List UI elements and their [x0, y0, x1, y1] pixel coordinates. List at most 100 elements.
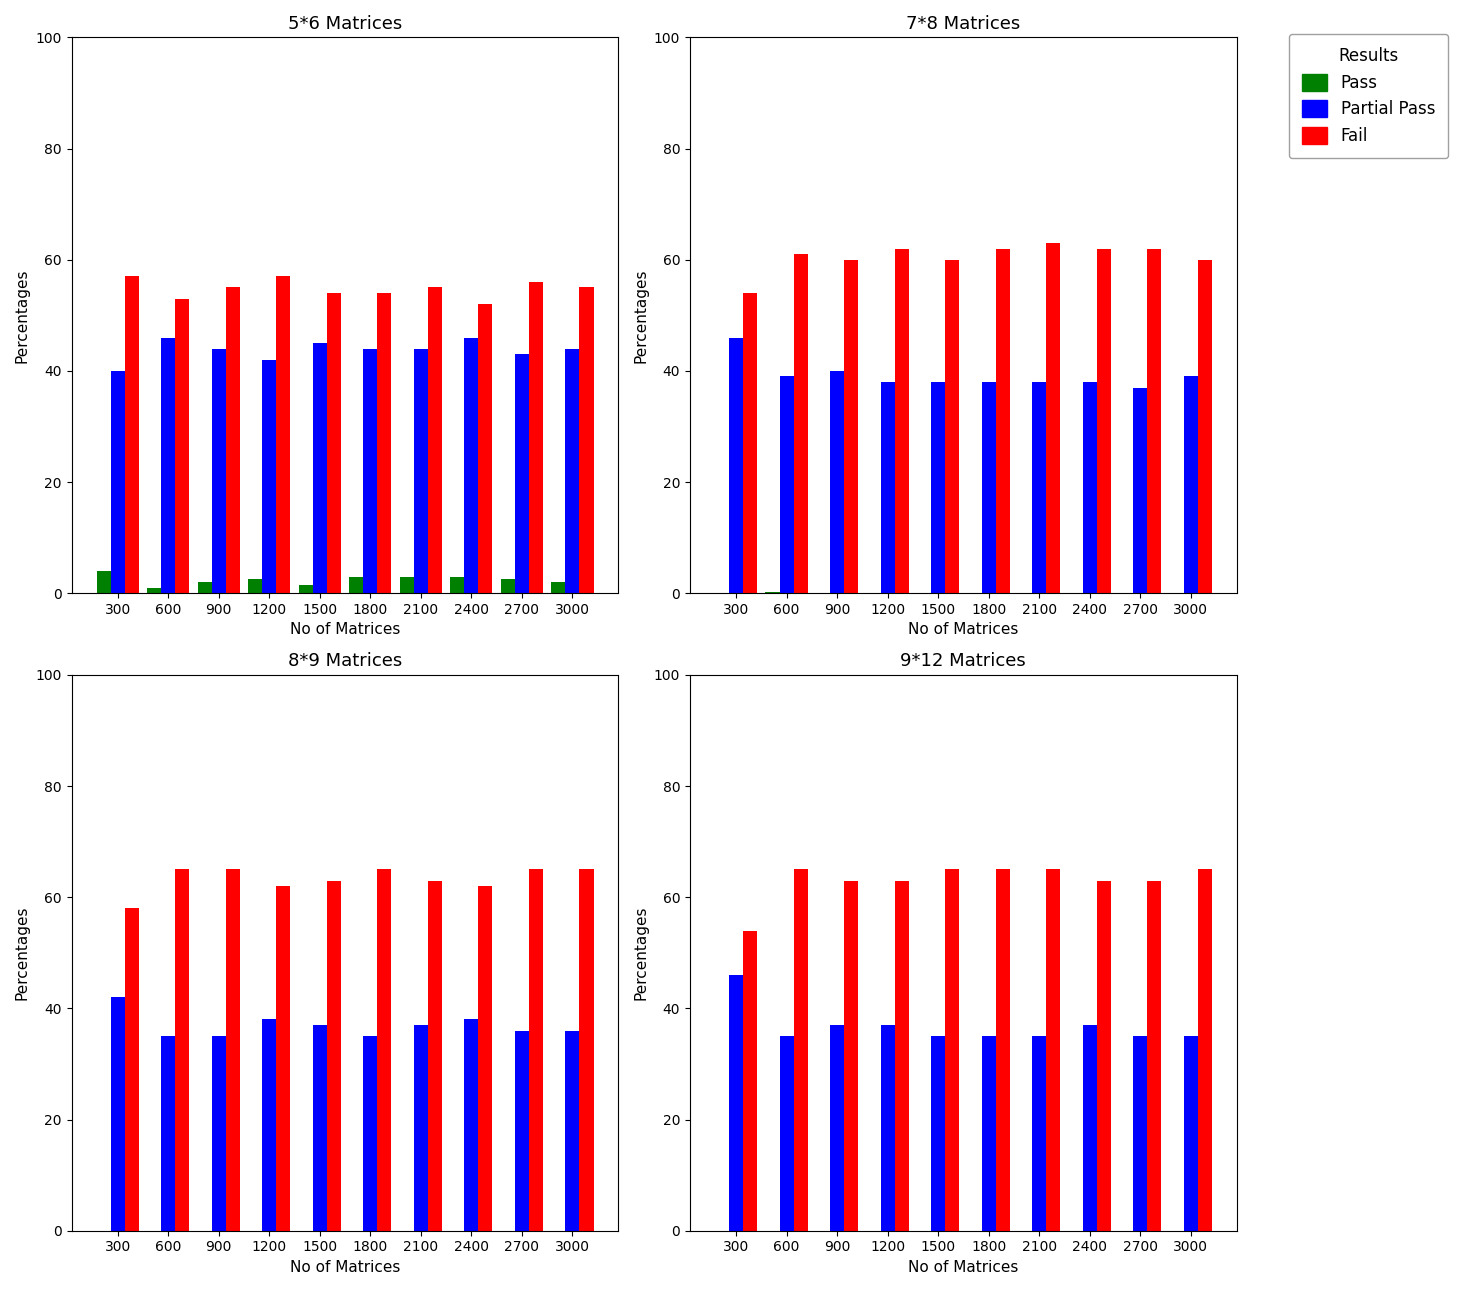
- Bar: [766, 592, 779, 593]
- Bar: [299, 584, 313, 593]
- Bar: [124, 908, 139, 1231]
- Bar: [427, 881, 442, 1231]
- Bar: [378, 869, 391, 1231]
- Bar: [580, 869, 593, 1231]
- Title: 9*12 Matrices: 9*12 Matrices: [900, 653, 1026, 671]
- Bar: [247, 579, 262, 593]
- Bar: [427, 288, 442, 593]
- Y-axis label: Percentages: Percentages: [15, 268, 29, 362]
- Bar: [946, 259, 959, 593]
- Bar: [111, 997, 124, 1231]
- Bar: [1032, 382, 1047, 593]
- Bar: [97, 571, 111, 593]
- Bar: [414, 348, 427, 593]
- Bar: [313, 1026, 326, 1231]
- Bar: [326, 293, 341, 593]
- Bar: [946, 869, 959, 1231]
- Bar: [378, 293, 391, 593]
- Bar: [1032, 1036, 1047, 1231]
- Bar: [277, 886, 290, 1231]
- Bar: [161, 338, 176, 593]
- Bar: [501, 579, 515, 593]
- Bar: [744, 293, 757, 593]
- Bar: [1047, 243, 1060, 593]
- Bar: [845, 881, 858, 1231]
- Bar: [830, 1026, 845, 1231]
- Bar: [1133, 387, 1148, 593]
- Bar: [880, 382, 895, 593]
- Bar: [124, 276, 139, 593]
- Bar: [580, 288, 593, 593]
- Bar: [529, 869, 543, 1231]
- Bar: [515, 355, 529, 593]
- Bar: [464, 338, 479, 593]
- Legend: Pass, Partial Pass, Fail: Pass, Partial Pass, Fail: [1288, 34, 1448, 159]
- Bar: [212, 348, 225, 593]
- Bar: [1097, 249, 1111, 593]
- Bar: [414, 1026, 427, 1231]
- Bar: [464, 1019, 479, 1231]
- Bar: [565, 348, 580, 593]
- Bar: [161, 1036, 176, 1231]
- Bar: [744, 930, 757, 1231]
- Bar: [729, 975, 744, 1231]
- X-axis label: No of Matrices: No of Matrices: [908, 1260, 1019, 1275]
- Bar: [981, 382, 996, 593]
- Bar: [479, 886, 492, 1231]
- Bar: [111, 370, 124, 593]
- Bar: [1133, 1036, 1148, 1231]
- Bar: [348, 577, 363, 593]
- Y-axis label: Percentages: Percentages: [15, 906, 29, 1000]
- Bar: [363, 348, 378, 593]
- Bar: [895, 249, 909, 593]
- Bar: [176, 298, 189, 593]
- Bar: [1148, 881, 1161, 1231]
- Bar: [400, 577, 414, 593]
- Bar: [262, 1019, 277, 1231]
- Bar: [225, 869, 240, 1231]
- Bar: [1198, 259, 1212, 593]
- Bar: [326, 881, 341, 1231]
- X-axis label: No of Matrices: No of Matrices: [908, 623, 1019, 637]
- Bar: [1198, 869, 1212, 1231]
- X-axis label: No of Matrices: No of Matrices: [290, 623, 400, 637]
- X-axis label: No of Matrices: No of Matrices: [290, 1260, 400, 1275]
- Bar: [313, 343, 326, 593]
- Bar: [1183, 377, 1198, 593]
- Bar: [1047, 869, 1060, 1231]
- Bar: [363, 1036, 378, 1231]
- Bar: [1082, 1026, 1097, 1231]
- Bar: [830, 370, 845, 593]
- Bar: [176, 869, 189, 1231]
- Title: 8*9 Matrices: 8*9 Matrices: [288, 653, 403, 671]
- Bar: [1097, 881, 1111, 1231]
- Bar: [793, 869, 808, 1231]
- Bar: [895, 881, 909, 1231]
- Title: 5*6 Matrices: 5*6 Matrices: [288, 15, 403, 34]
- Bar: [212, 1036, 225, 1231]
- Bar: [262, 360, 277, 593]
- Bar: [515, 1031, 529, 1231]
- Bar: [198, 582, 212, 593]
- Bar: [793, 254, 808, 593]
- Bar: [277, 276, 290, 593]
- Bar: [981, 1036, 996, 1231]
- Bar: [1082, 382, 1097, 593]
- Bar: [996, 249, 1010, 593]
- Y-axis label: Percentages: Percentages: [634, 906, 649, 1000]
- Bar: [779, 377, 793, 593]
- Bar: [779, 1036, 793, 1231]
- Bar: [1183, 1036, 1198, 1231]
- Bar: [931, 1036, 946, 1231]
- Bar: [845, 259, 858, 593]
- Bar: [225, 288, 240, 593]
- Bar: [479, 304, 492, 593]
- Bar: [146, 588, 161, 593]
- Bar: [550, 582, 565, 593]
- Bar: [880, 1026, 895, 1231]
- Bar: [931, 382, 946, 593]
- Bar: [1148, 249, 1161, 593]
- Bar: [729, 338, 744, 593]
- Bar: [449, 577, 464, 593]
- Title: 7*8 Matrices: 7*8 Matrices: [906, 15, 1020, 34]
